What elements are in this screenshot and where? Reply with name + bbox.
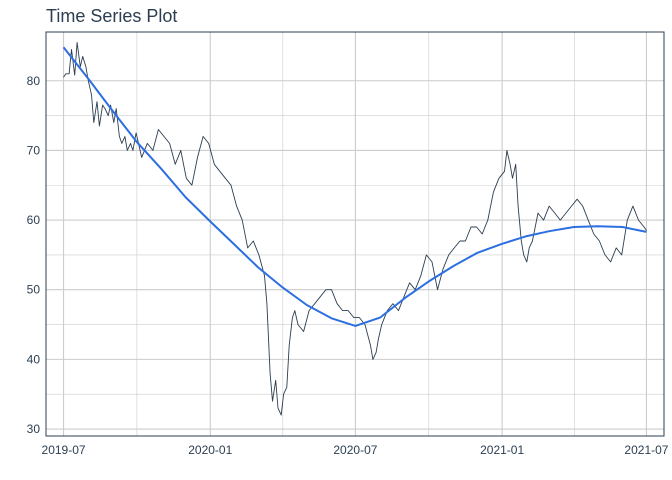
chart-title: Time Series Plot	[46, 6, 178, 26]
series-line	[63, 41, 647, 416]
y-tick-label: 30	[27, 422, 41, 436]
plot-panel-border	[45, 31, 665, 437]
y-tick-label: 50	[27, 283, 41, 297]
y-tick-label: 60	[27, 213, 41, 227]
x-tick-label: 2021-07	[624, 443, 668, 457]
x-tick-label: 2020-07	[333, 443, 377, 457]
y-tick-label: 40	[27, 352, 41, 366]
y-axis-ticks: 30 40 50 60 70 80	[27, 74, 41, 436]
x-tick-label: 2021-01	[480, 443, 524, 457]
x-axis-ticks: 2019-07 2020-01 2020-07 2021-01 2021-07	[42, 443, 669, 457]
grid-lines	[46, 32, 664, 436]
series-layer	[62, 41, 647, 416]
y-tick-label: 70	[27, 143, 41, 157]
x-tick-label: 2020-01	[188, 443, 232, 457]
x-tick-label: 2019-07	[42, 443, 86, 457]
y-tick-label: 80	[27, 74, 41, 88]
smooth-trend-line	[62, 46, 647, 327]
